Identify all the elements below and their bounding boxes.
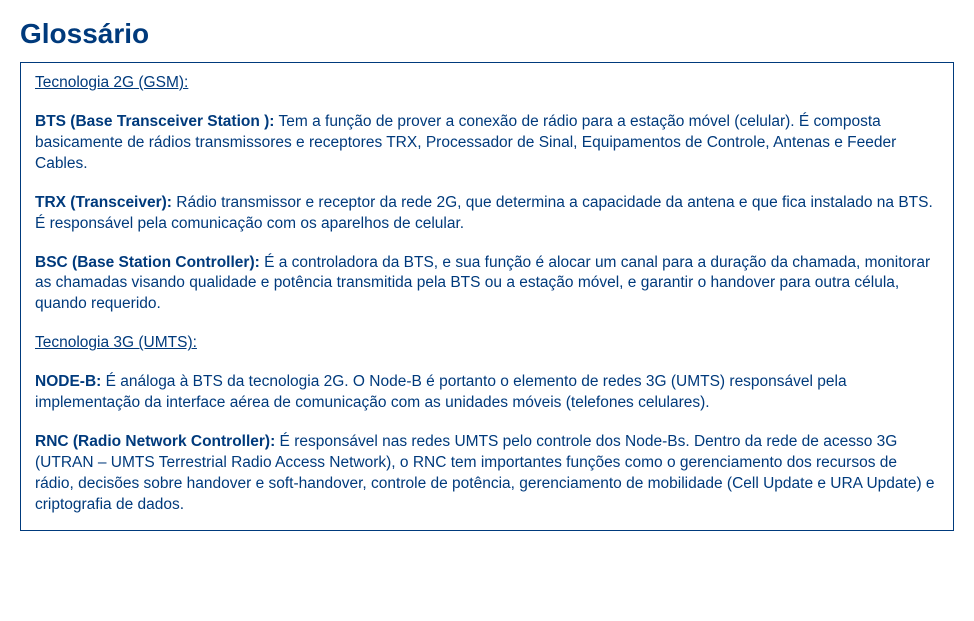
glossary-entry: NODE-B: É análoga à BTS da tecnologia 2G… <box>35 372 939 414</box>
glossary-term: NODE-B: <box>35 373 101 390</box>
section-heading-2g: Tecnologia 2G (GSM): <box>35 73 939 94</box>
section-heading-3g: Tecnologia 3G (UMTS): <box>35 333 939 354</box>
glossary-entry: BTS (Base Transceiver Station ): Tem a f… <box>35 112 939 175</box>
glossary-entry: BSC (Base Station Controller): É a contr… <box>35 253 939 316</box>
glossary-term: RNC (Radio Network Controller): <box>35 433 275 450</box>
glossary-box: Tecnologia 2G (GSM): BTS (Base Transceiv… <box>20 62 954 531</box>
glossary-term: TRX (Transceiver): <box>35 194 172 211</box>
glossary-entry: RNC (Radio Network Controller): É respon… <box>35 432 939 516</box>
glossary-entry: TRX (Transceiver): Rádio transmissor e r… <box>35 193 939 235</box>
glossary-term: BSC (Base Station Controller): <box>35 254 260 271</box>
glossary-definition: É análoga à BTS da tecnologia 2G. O Node… <box>35 373 847 411</box>
glossary-term: BTS (Base Transceiver Station ): <box>35 113 274 130</box>
page-title: Glossário <box>20 18 954 50</box>
